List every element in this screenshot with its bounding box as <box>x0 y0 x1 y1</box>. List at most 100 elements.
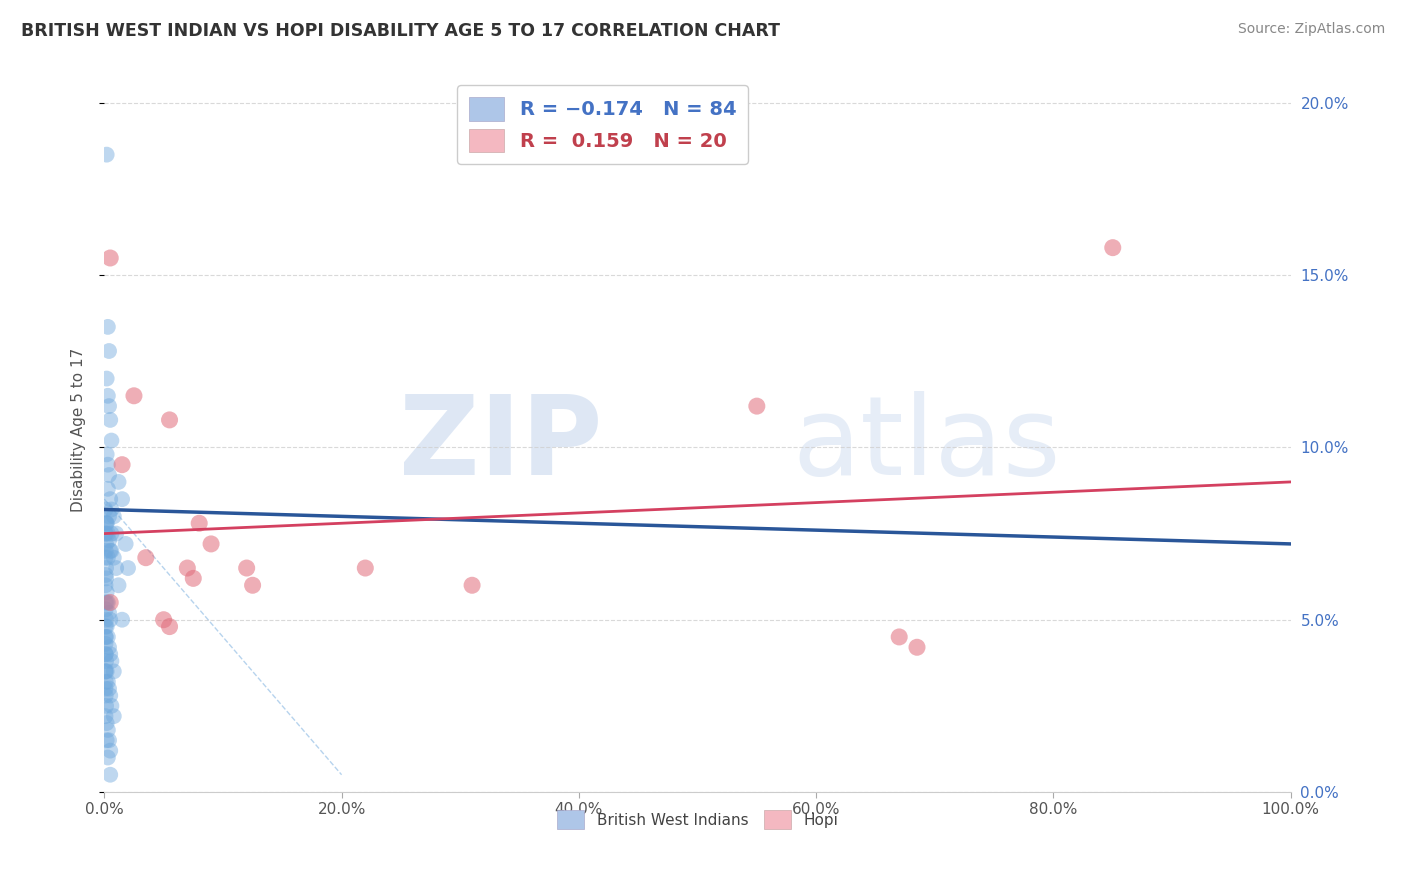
Point <box>94 571 117 585</box>
Point <box>97 674 120 689</box>
Point <box>94 613 117 627</box>
Point <box>94 674 117 689</box>
Point <box>98 681 121 696</box>
Point <box>94 630 117 644</box>
Point <box>96 716 118 731</box>
Point <box>94 561 117 575</box>
Point <box>103 665 125 679</box>
Text: ZIP: ZIP <box>399 392 603 499</box>
Point <box>98 640 121 655</box>
Point <box>98 413 121 427</box>
Point <box>100 544 122 558</box>
Point <box>98 613 121 627</box>
Point <box>94 630 117 644</box>
Point <box>97 482 120 496</box>
Point <box>98 492 121 507</box>
Point <box>107 475 129 489</box>
Point <box>94 544 117 558</box>
Point <box>94 681 117 696</box>
Point <box>94 537 117 551</box>
Point <box>97 630 120 644</box>
Point <box>94 595 117 609</box>
Point <box>103 550 125 565</box>
Text: Source: ZipAtlas.com: Source: ZipAtlas.com <box>1237 22 1385 37</box>
Point <box>94 526 117 541</box>
Point <box>242 578 264 592</box>
Point <box>152 613 174 627</box>
Point <box>98 647 121 661</box>
Point <box>105 526 128 541</box>
Point <box>98 744 121 758</box>
Point <box>889 630 911 644</box>
Point <box>97 723 120 737</box>
Point <box>159 619 181 633</box>
Point <box>98 399 121 413</box>
Point <box>97 458 120 472</box>
Point <box>176 561 198 575</box>
Point <box>96 147 118 161</box>
Point <box>97 319 120 334</box>
Point <box>745 399 768 413</box>
Point <box>98 689 121 703</box>
Point <box>94 709 117 723</box>
Point <box>107 578 129 592</box>
Point <box>111 613 134 627</box>
Point <box>122 389 145 403</box>
Point <box>96 595 118 609</box>
Point <box>100 654 122 668</box>
Point <box>94 647 117 661</box>
Point <box>100 698 122 713</box>
Point <box>98 509 121 524</box>
Point <box>94 526 117 541</box>
Point <box>905 640 928 655</box>
Point <box>96 516 118 531</box>
Point <box>96 447 118 461</box>
Point <box>96 371 118 385</box>
Point <box>94 654 117 668</box>
Point <box>98 544 121 558</box>
Text: BRITISH WEST INDIAN VS HOPI DISABILITY AGE 5 TO 17 CORRELATION CHART: BRITISH WEST INDIAN VS HOPI DISABILITY A… <box>21 22 780 40</box>
Point <box>100 526 122 541</box>
Point <box>200 537 222 551</box>
Text: atlas: atlas <box>793 392 1062 499</box>
Point <box>94 665 117 679</box>
Point <box>94 516 117 531</box>
Point <box>461 578 484 592</box>
Point <box>98 533 121 548</box>
Y-axis label: Disability Age 5 to 17: Disability Age 5 to 17 <box>72 348 86 512</box>
Point <box>181 571 204 585</box>
Point <box>94 568 117 582</box>
Legend: British West Indians, Hopi: British West Indians, Hopi <box>551 804 844 835</box>
Point <box>94 665 117 679</box>
Point <box>111 492 134 507</box>
Point <box>97 389 120 403</box>
Point <box>94 637 117 651</box>
Point <box>97 595 120 609</box>
Point <box>100 434 122 448</box>
Point <box>94 619 117 633</box>
Point <box>188 516 211 531</box>
Point <box>94 698 117 713</box>
Point <box>96 585 118 599</box>
Point <box>94 550 117 565</box>
Point <box>98 768 121 782</box>
Point <box>98 251 121 265</box>
Point <box>98 606 121 620</box>
Point <box>94 689 117 703</box>
Point <box>117 561 139 575</box>
Point <box>135 550 157 565</box>
Point <box>97 750 120 764</box>
Point <box>103 709 125 723</box>
Point <box>105 561 128 575</box>
Point <box>98 595 121 609</box>
Point <box>354 561 377 575</box>
Point <box>103 509 125 524</box>
Point <box>94 602 117 616</box>
Point <box>98 733 121 747</box>
Point <box>94 502 117 516</box>
Point <box>96 733 118 747</box>
Point <box>97 526 120 541</box>
Point <box>159 413 181 427</box>
Point <box>114 537 136 551</box>
Point <box>235 561 257 575</box>
